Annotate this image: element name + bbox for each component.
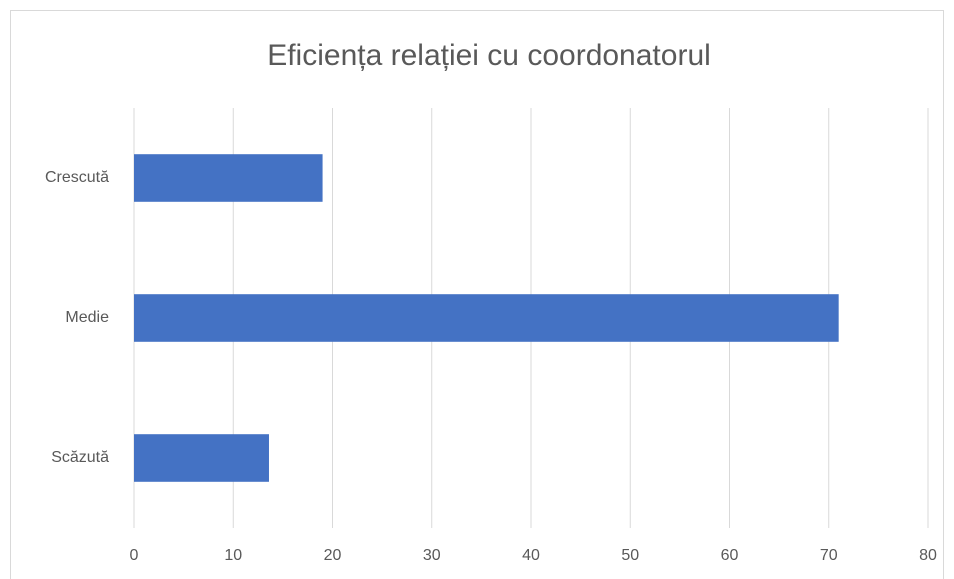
y-tick-label: Medie <box>65 309 109 326</box>
bar <box>134 294 839 342</box>
x-tick-label: 20 <box>324 547 342 564</box>
x-tick-label: 10 <box>224 547 242 564</box>
x-tick-label: 80 <box>919 547 937 564</box>
x-tick-label: 70 <box>820 547 838 564</box>
bar <box>134 154 323 202</box>
x-tick-label: 30 <box>423 547 441 564</box>
x-tick-label: 60 <box>721 547 739 564</box>
y-tick-label: Scăzută <box>51 449 109 466</box>
bar <box>134 434 269 482</box>
x-tick-label: 40 <box>522 547 540 564</box>
x-tick-label: 50 <box>621 547 639 564</box>
x-tick-label: 0 <box>130 547 139 564</box>
y-tick-label: Crescută <box>45 169 109 186</box>
chart-title: Eficiența relației cu coordonatorul <box>267 39 711 72</box>
